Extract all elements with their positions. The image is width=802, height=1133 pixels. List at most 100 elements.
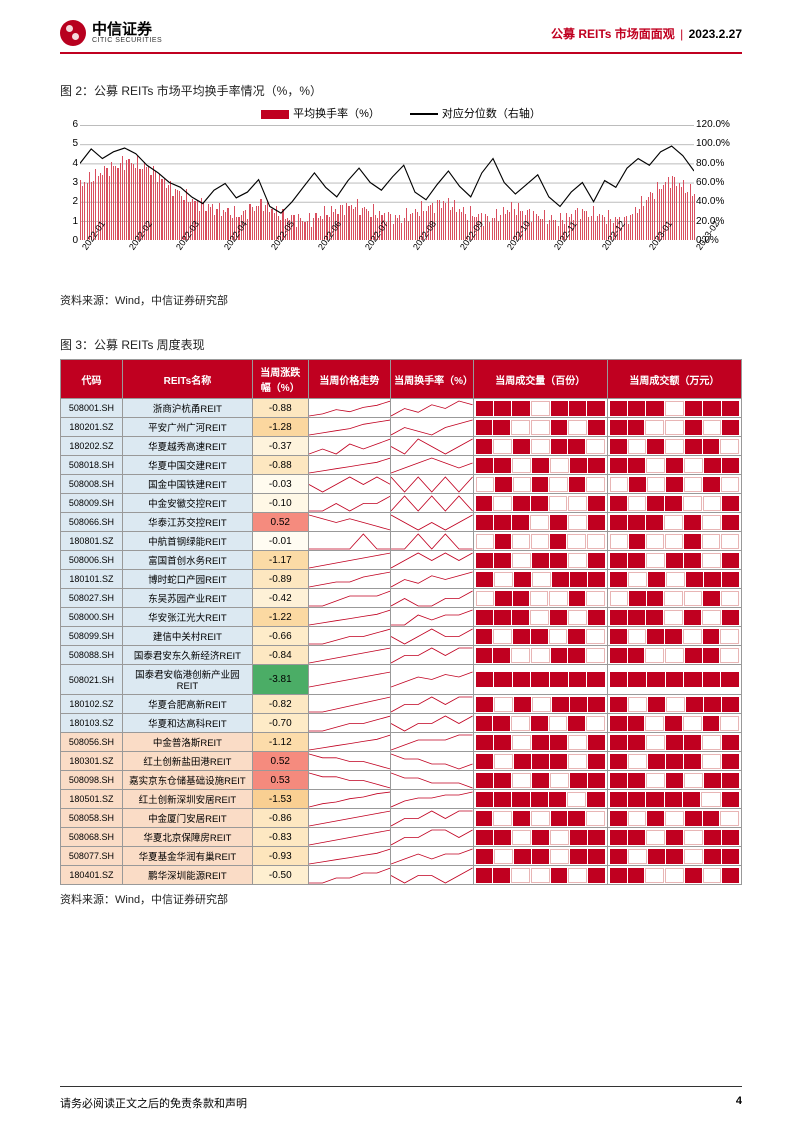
table-header-row: 代码REITs名称当周涨跌幅（%）当周价格走势当周换手率（%）当周成交量（百份）… bbox=[61, 360, 742, 399]
legend-bar-label: 平均换手率（%） bbox=[293, 108, 380, 120]
line-swatch-icon bbox=[410, 113, 438, 115]
logo-en: CITIC SECURITIES bbox=[92, 37, 162, 44]
cell-pct: -1.53 bbox=[252, 790, 308, 809]
cell-code: 180801.SZ bbox=[61, 532, 123, 551]
cell-amount-heat bbox=[607, 551, 741, 570]
cell-code: 180103.SZ bbox=[61, 714, 123, 733]
cell-volume-heat bbox=[473, 570, 607, 589]
cell-volume-heat bbox=[473, 608, 607, 627]
fig3-caption: 图 3：公募 REITs 周度表现 bbox=[60, 336, 742, 353]
cell-volume-heat bbox=[473, 456, 607, 475]
cell-code: 508056.SH bbox=[61, 733, 123, 752]
cell-amount-heat bbox=[607, 809, 741, 828]
table-row: 180101.SZ博时蛇口产园REIT-0.89 bbox=[61, 570, 742, 589]
cell-code: 508098.SH bbox=[61, 771, 123, 790]
y-left-tick: 0 bbox=[60, 235, 78, 246]
cell-pct: -3.81 bbox=[252, 665, 308, 695]
cell-volume-heat bbox=[473, 828, 607, 847]
cell-name: 中金普洛斯REIT bbox=[122, 733, 252, 752]
cell-name: 华夏和达高科REIT bbox=[122, 714, 252, 733]
cell-price-spark bbox=[308, 771, 391, 790]
y-left-tick: 6 bbox=[60, 119, 78, 130]
cell-volume-heat bbox=[473, 399, 607, 418]
table-row: 180301.SZ红土创新盐田港REIT0.52 bbox=[61, 752, 742, 771]
header-date: 2023.2.27 bbox=[689, 27, 742, 41]
fig2-chart: 平均换手率（%） 对应分位数（右轴） 6543210 120.0%100.0%8… bbox=[60, 105, 742, 260]
cell-code: 508018.SH bbox=[61, 456, 123, 475]
cell-amount-heat bbox=[607, 627, 741, 646]
cell-amount-heat bbox=[607, 771, 741, 790]
cell-volume-heat bbox=[473, 475, 607, 494]
cell-price-spark bbox=[308, 494, 391, 513]
y-right-tick: 100.0% bbox=[696, 138, 742, 149]
cell-amount-heat bbox=[607, 790, 741, 809]
cell-price-spark bbox=[308, 809, 391, 828]
cell-name: 中金安徽交控REIT bbox=[122, 494, 252, 513]
legend-line-label: 对应分位数（右轴） bbox=[442, 108, 541, 120]
cell-price-spark bbox=[308, 456, 391, 475]
cell-volume-heat bbox=[473, 665, 607, 695]
cell-price-spark bbox=[308, 513, 391, 532]
cell-volume-heat bbox=[473, 418, 607, 437]
cell-name: 华泰江苏交控REIT bbox=[122, 513, 252, 532]
cell-turnover-spark bbox=[391, 475, 474, 494]
cell-amount-heat bbox=[607, 752, 741, 771]
cell-name: 平安广州广河REIT bbox=[122, 418, 252, 437]
cell-code: 508068.SH bbox=[61, 828, 123, 847]
logo-icon bbox=[60, 20, 86, 46]
cell-amount-heat bbox=[607, 589, 741, 608]
header-sep: | bbox=[680, 27, 683, 41]
cell-volume-heat bbox=[473, 695, 607, 714]
cell-pct: -1.17 bbox=[252, 551, 308, 570]
cell-code: 180301.SZ bbox=[61, 752, 123, 771]
y-left-tick: 1 bbox=[60, 216, 78, 227]
page-header: 中信证券 CITIC SECURITIES 公募 REITs 市场面面观 | 2… bbox=[60, 20, 742, 54]
cell-name: 红土创新盐田港REIT bbox=[122, 752, 252, 771]
cell-amount-heat bbox=[607, 399, 741, 418]
cell-amount-heat bbox=[607, 665, 741, 695]
cell-name: 华夏中国交建REIT bbox=[122, 456, 252, 475]
cell-turnover-spark bbox=[391, 646, 474, 665]
cell-turnover-spark bbox=[391, 665, 474, 695]
cell-name: 华夏北京保障房REIT bbox=[122, 828, 252, 847]
footer-page: 4 bbox=[736, 1095, 742, 1111]
cell-code: 508001.SH bbox=[61, 399, 123, 418]
cell-amount-heat bbox=[607, 475, 741, 494]
cell-price-spark bbox=[308, 646, 391, 665]
cell-code: 508009.SH bbox=[61, 494, 123, 513]
table-row: 180801.SZ中航首钢绿能REIT-0.01 bbox=[61, 532, 742, 551]
table-row: 508027.SH东吴苏园产业REIT-0.42 bbox=[61, 589, 742, 608]
cell-turnover-spark bbox=[391, 627, 474, 646]
cell-volume-heat bbox=[473, 847, 607, 866]
logo-cn: 中信证券 bbox=[92, 22, 162, 37]
cell-name: 博时蛇口产园REIT bbox=[122, 570, 252, 589]
cell-amount-heat bbox=[607, 733, 741, 752]
chart-bar bbox=[694, 194, 695, 240]
table-row: 508021.SH国泰君安临港创新产业园REIT-3.81 bbox=[61, 665, 742, 695]
cell-price-spark bbox=[308, 418, 391, 437]
cell-pct: -0.93 bbox=[252, 847, 308, 866]
table-row: 508001.SH浙商沪杭甬REIT-0.88 bbox=[61, 399, 742, 418]
y-right-tick: 120.0% bbox=[696, 119, 742, 130]
cell-amount-heat bbox=[607, 695, 741, 714]
y-axis-left: 6543210 bbox=[60, 119, 78, 246]
cell-name: 中航首钢绿能REIT bbox=[122, 532, 252, 551]
y-left-tick: 3 bbox=[60, 177, 78, 188]
cell-name: 华夏基金华润有巢REIT bbox=[122, 847, 252, 866]
cell-turnover-spark bbox=[391, 513, 474, 532]
cell-amount-heat bbox=[607, 418, 741, 437]
cell-amount-heat bbox=[607, 456, 741, 475]
cell-name: 东吴苏园产业REIT bbox=[122, 589, 252, 608]
cell-pct: -0.37 bbox=[252, 437, 308, 456]
cell-price-spark bbox=[308, 733, 391, 752]
table-row: 180202.SZ华夏越秀高速REIT-0.37 bbox=[61, 437, 742, 456]
cell-name: 嘉实京东仓储基础设施REIT bbox=[122, 771, 252, 790]
cell-pct: -0.66 bbox=[252, 627, 308, 646]
cell-price-spark bbox=[308, 570, 391, 589]
logo-block: 中信证券 CITIC SECURITIES bbox=[60, 20, 162, 46]
table-header-cell: 当周换手率（%） bbox=[391, 360, 474, 399]
x-axis-labels: 2022-012022-022022-032022-042022-052022-… bbox=[80, 246, 694, 280]
table-row: 180501.SZ红土创新深圳安居REIT-1.53 bbox=[61, 790, 742, 809]
table-row: 180201.SZ平安广州广河REIT-1.28 bbox=[61, 418, 742, 437]
cell-volume-heat bbox=[473, 494, 607, 513]
